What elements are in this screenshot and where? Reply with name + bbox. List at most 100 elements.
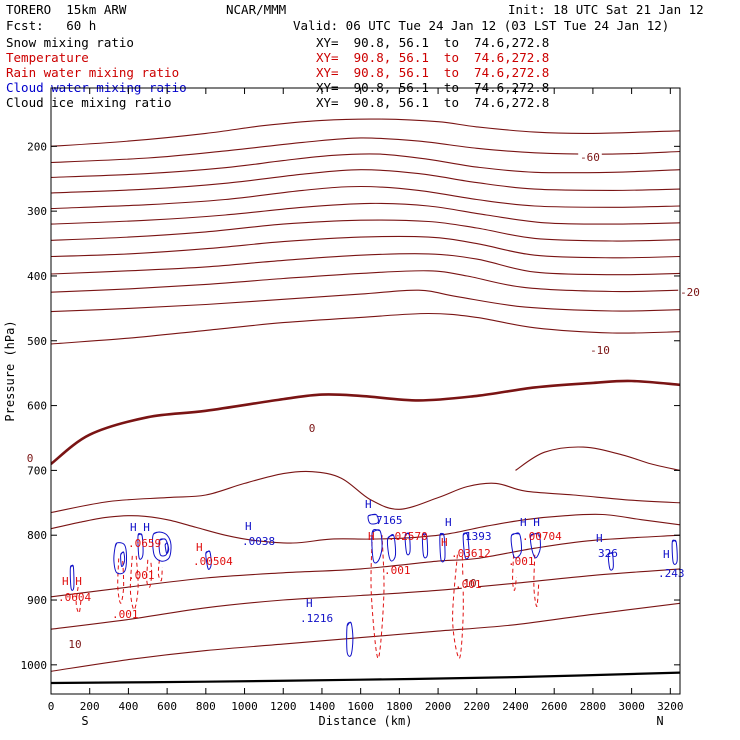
isotherm-8 [51, 253, 680, 276]
forecast-hour: Fcst: 60 h [6, 18, 97, 33]
x-tick-label-16: 3200 [657, 700, 684, 713]
x-tick-label-6: 1200 [270, 700, 297, 713]
temperature-contours [51, 118, 680, 672]
x-tick-label-15: 3000 [618, 700, 645, 713]
rain-max-label-6: .03612 [451, 547, 491, 560]
legend-snow: Snow mixing ratio [6, 35, 134, 50]
isotherm-1 [51, 137, 680, 164]
rain-contours [75, 535, 540, 659]
cloud-water-contour-16 [530, 532, 541, 559]
isotherm-12 [51, 379, 680, 465]
high-marker-1: H [196, 541, 203, 554]
y-tick-label-5: 700 [27, 464, 47, 477]
rain-max-label-2: .001 [128, 569, 155, 582]
cloud-water-contour-5 [137, 533, 144, 560]
rain-max-label-9: .001 [508, 555, 535, 568]
cloud-water-contour-10 [387, 533, 397, 562]
isotherm-16 [51, 534, 680, 598]
x-tick-label-10: 2000 [425, 700, 452, 713]
isotherm-17 [51, 568, 680, 630]
cloud-max-label-2: 1393 [465, 530, 492, 543]
plot-frame [50, 87, 681, 695]
isotherm-label-12-1: 0 [309, 422, 316, 435]
y-tick-label-3: 500 [27, 335, 47, 348]
cloud-water-contour-11 [404, 532, 411, 556]
cloud-water-contour-17 [346, 621, 354, 657]
high-marker-9: H [596, 532, 603, 545]
cloud-water-contour-8 [367, 513, 379, 525]
rain-contour-4 [75, 587, 82, 614]
isotherm-11 [51, 312, 680, 345]
y-tick-label-2: 400 [27, 270, 47, 283]
isotherm-4 [51, 185, 680, 210]
high-marker-8: H H [520, 516, 540, 529]
cloud-water-contour-19 [671, 539, 678, 565]
south-end-label: S [81, 714, 88, 728]
isotherm-5 [51, 202, 680, 225]
rain-max-label-5: .02570 [388, 530, 428, 543]
isotherm-label-0-0: -60 [580, 151, 600, 164]
rain-max-label-3: .0604 [58, 591, 91, 604]
high-marker-6: H [445, 516, 452, 529]
high-marker-5: H [368, 530, 375, 543]
rain-contour-3 [157, 559, 163, 582]
isotherm-15 [51, 513, 680, 544]
cloud-water-contour-0 [113, 542, 128, 575]
cloud-water-contour-14 [462, 532, 470, 560]
cloud-max-label-0: .0038 [242, 535, 275, 548]
cloud-water-contour-13 [439, 532, 446, 563]
rain-max-label-0: .0659 [128, 537, 161, 550]
rain-max-label-8: .001 [455, 578, 482, 591]
cloud-water-contour-12 [421, 533, 429, 559]
x-tick-label-11: 2200 [464, 700, 491, 713]
valid-time: Valid: 06 UTC Tue 24 Jan 12 (03 LST Tue … [293, 18, 670, 33]
isotherm-9 [51, 270, 680, 293]
x-tick-label-5: 1000 [231, 700, 258, 713]
cloud-water-contour-2 [152, 531, 172, 562]
isotherm-3 [51, 169, 680, 194]
cloud-water-contour-7 [69, 564, 75, 591]
cloud-water-contours [69, 513, 678, 657]
rain-contour-8 [533, 554, 540, 608]
isotherm-label-16-0: 10 [463, 577, 476, 590]
high-marker-2: H [245, 520, 252, 533]
isotherm-6 [51, 219, 680, 242]
isotherm-label-8-0: -20 [680, 286, 700, 299]
x-tick-label-7: 1400 [309, 700, 336, 713]
legend-rain-xy: XY= 90.8, 56.1 to 74.6,272.8 [316, 65, 550, 80]
cloud-water-contour-3 [158, 538, 169, 557]
isotherm-label-0-0-bg [578, 151, 602, 163]
y-tick-label-8: 1000 [21, 659, 48, 672]
cloud-water-contour-15 [510, 532, 522, 559]
cloud-max-label-1: 7165 [376, 514, 403, 527]
cloud-max-label-3: 326 [598, 547, 618, 560]
x-tick-label-2: 400 [118, 700, 138, 713]
x-tick-label-0: 0 [48, 700, 55, 713]
x-tick-label-1: 200 [80, 700, 100, 713]
legend-rain: Rain water mixing ratio [6, 65, 180, 80]
rain-contour-6 [452, 554, 464, 659]
x-tick-label-9: 1800 [386, 700, 413, 713]
high-marker-4: H [365, 498, 372, 511]
cloud-max-label-4: .1216 [300, 612, 333, 625]
legend-cloud-ice-xy: XY= 90.8, 56.1 to 74.6,272.8 [316, 95, 550, 110]
x-tick-label-3: 600 [157, 700, 177, 713]
org-label: NCAR/MMM [226, 2, 287, 17]
init-time: Init: 18 UTC Sat 21 Jan 12 [508, 2, 704, 17]
isotherm-label-18-0: 10 [68, 638, 81, 651]
x-tick-label-14: 2800 [580, 700, 607, 713]
ground-line [50, 671, 681, 685]
isotherm-18 [51, 602, 680, 672]
cloud-water-contour-9 [371, 528, 383, 564]
rain-contour-0 [117, 558, 125, 604]
cloud-water-contour-18 [607, 552, 614, 571]
rain-max-label-1: .00504 [193, 555, 233, 568]
isotherm-13 [51, 470, 680, 514]
high-marker-11: H [663, 548, 670, 561]
isotherm-label-16-0-bg [461, 577, 479, 589]
isotherm-2 [51, 153, 680, 178]
cloud-water-contour-6 [205, 550, 212, 570]
high-marker-0: H H [130, 521, 150, 534]
isotherm-label-18-0-bg [66, 638, 84, 650]
